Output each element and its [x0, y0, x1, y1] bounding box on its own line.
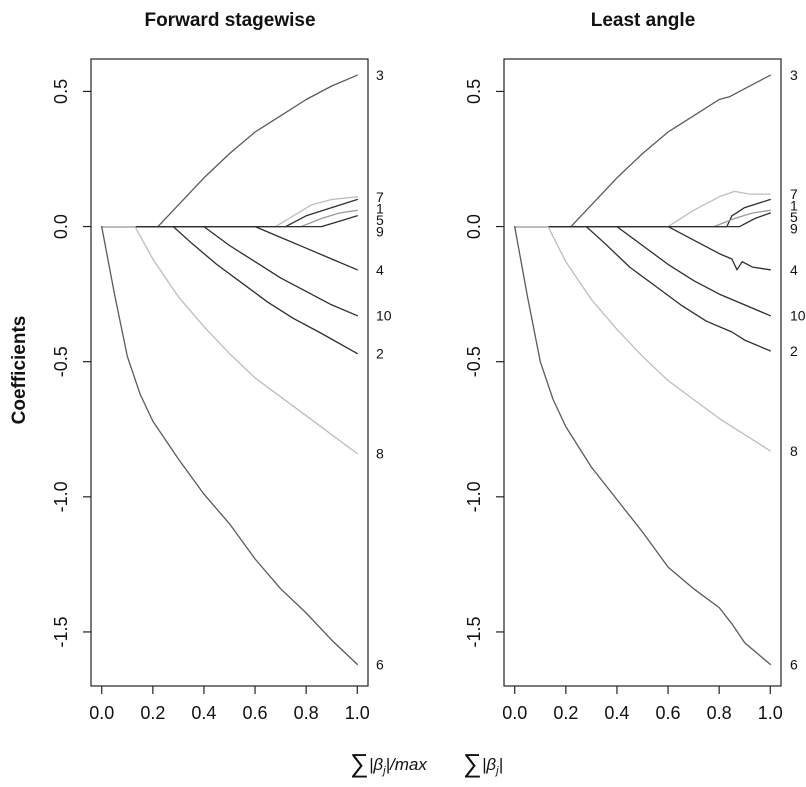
x-tick-label: 0.2 — [553, 703, 578, 723]
series-end-label: 3 — [790, 67, 798, 83]
series-end-label: 6 — [376, 656, 384, 672]
series-line-10 — [514, 225, 771, 317]
series-end-label: 8 — [790, 443, 798, 459]
x-tick-label: 0.4 — [191, 703, 216, 723]
series-line-8 — [101, 225, 358, 455]
series-line-5 — [514, 209, 771, 228]
series-line-2 — [514, 225, 771, 352]
series-end-label: 1 — [790, 198, 798, 214]
panel-title: Forward stagewise — [144, 10, 315, 31]
series-end-label: 7 — [790, 186, 798, 202]
y-tick-label: 0.5 — [51, 79, 71, 104]
series-end-label: 7 — [376, 189, 384, 205]
x-axis-label-term: |βj|/max — [369, 755, 427, 777]
series-end-label: 8 — [376, 446, 384, 462]
y-axis-label: Coefficients — [9, 316, 30, 425]
series-end-label: 2 — [376, 346, 384, 362]
series-line-7 — [514, 190, 771, 228]
series-end-label: 10 — [376, 308, 392, 324]
series-line-8 — [514, 225, 771, 452]
series-end-label: 1 — [376, 200, 384, 216]
x-tick-label: 0.2 — [140, 703, 165, 723]
series-end-label: 4 — [376, 262, 384, 278]
series-line-10 — [101, 225, 358, 317]
x-tick-label: 0.8 — [707, 703, 732, 723]
y-tick-label: -1.5 — [464, 616, 484, 647]
series-line-6 — [514, 225, 771, 666]
x-tick-label: 0.6 — [243, 703, 268, 723]
series-end-label: 9 — [376, 223, 384, 239]
series-end-label: 9 — [790, 221, 798, 237]
series-end-label: 3 — [376, 67, 384, 83]
panel-title: Least angle — [591, 10, 696, 31]
y-tick-label: 0.0 — [51, 214, 71, 239]
y-tick-label: -1.0 — [464, 481, 484, 512]
series-line-2 — [101, 225, 358, 355]
series-line-6 — [101, 225, 358, 666]
x-tick-label: 0.0 — [89, 703, 114, 723]
panel-least-angle: Least angle 0.0 0.2 0.4 0.6 0.8 1.0 -1.5 -1.0 -0… — [464, 10, 806, 723]
series-line-3 — [514, 74, 771, 228]
series-line-3 — [101, 74, 358, 228]
series-end-label: 2 — [790, 343, 798, 359]
x-tick-label: 1.0 — [758, 703, 783, 723]
x-axis-label-term: |βj| — [482, 755, 503, 777]
x-tick-label: 0.8 — [294, 703, 319, 723]
series-line-1 — [514, 198, 771, 228]
series-line-5 — [101, 209, 358, 228]
series-end-label: 4 — [790, 262, 798, 278]
series-end-label: 6 — [790, 656, 798, 672]
y-tick-label: 0.0 — [464, 214, 484, 239]
plot-frame — [90, 58, 369, 687]
series-end-label: 10 — [790, 308, 806, 324]
x-tick-label: 1.0 — [345, 703, 370, 723]
series-line-4 — [101, 225, 358, 271]
y-tick-label: 0.5 — [464, 79, 484, 104]
x-tick-label: 0.4 — [604, 703, 629, 723]
panel-forward-stagewise: Forward stagewise 0.0 0.2 0.4 0.6 0.8 1.0 -1.5… — [51, 10, 392, 723]
series-line-4 — [514, 225, 771, 271]
x-axis-label-sum: ∑ — [463, 748, 482, 778]
x-axis-label-sum: ∑ — [350, 748, 369, 778]
x-tick-label: 0.6 — [656, 703, 681, 723]
y-tick-label: -1.5 — [51, 616, 71, 647]
y-tick-label: -1.0 — [51, 481, 71, 512]
plot-frame — [503, 58, 782, 687]
series-end-label: 5 — [790, 209, 798, 225]
x-tick-label: 0.0 — [502, 703, 527, 723]
y-tick-label: -0.5 — [51, 346, 71, 377]
x-axis-label: ∑ |βj|/max ∑ |βj| — [350, 748, 503, 778]
series-end-label: 5 — [376, 212, 384, 228]
series-line-9 — [101, 215, 358, 228]
series-line-1 — [101, 198, 358, 228]
y-tick-label: -0.5 — [464, 346, 484, 377]
